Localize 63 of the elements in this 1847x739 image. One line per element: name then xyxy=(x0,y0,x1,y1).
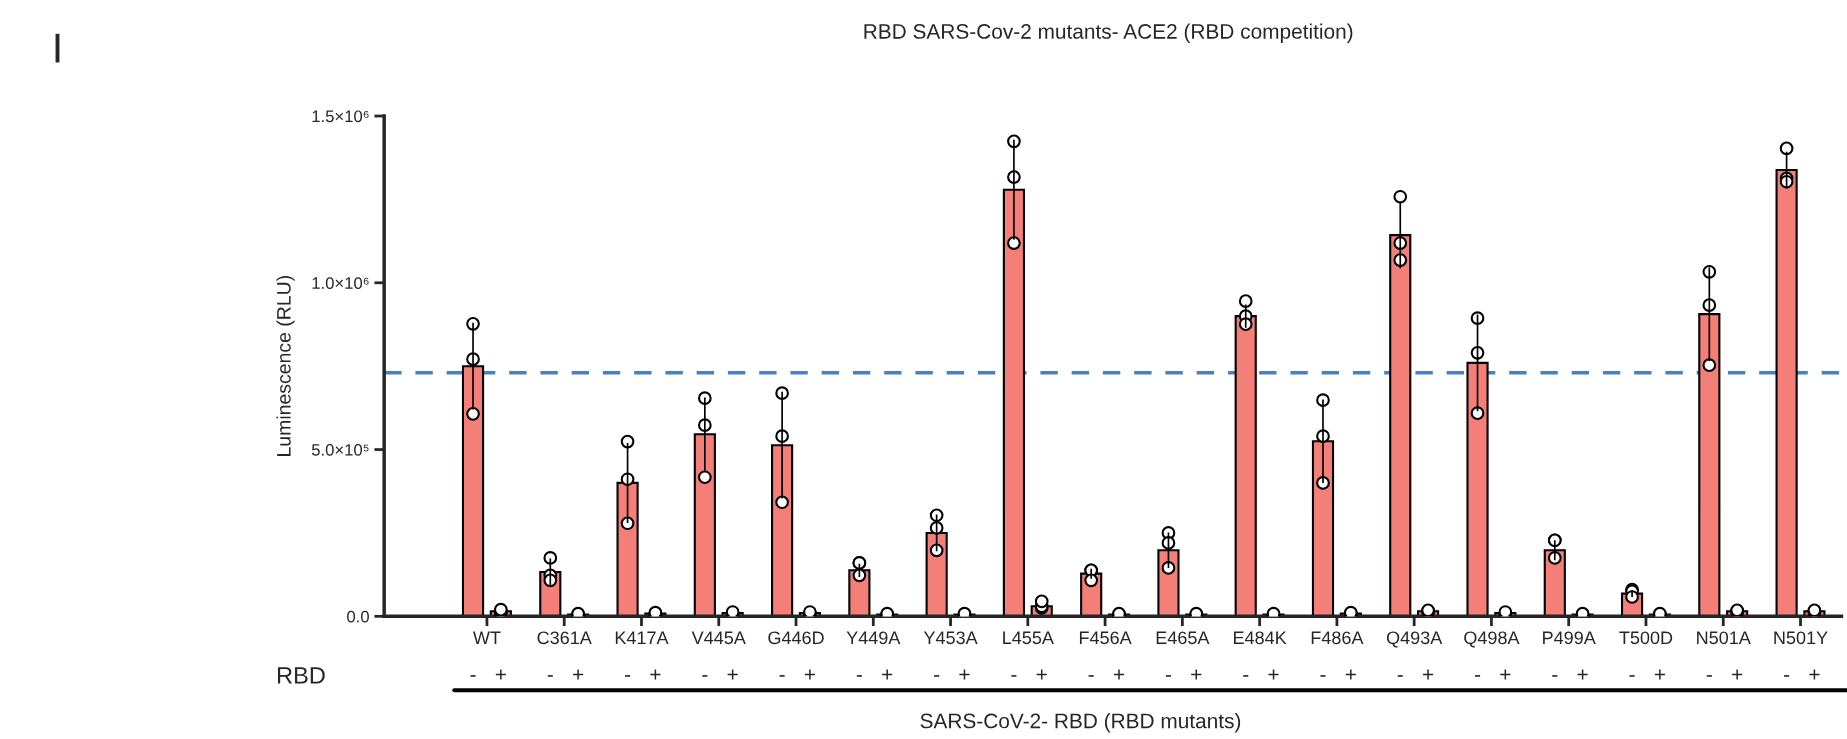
text: - xyxy=(547,675,553,677)
y-tick-label: 5.0×10⁵ xyxy=(311,443,369,456)
x-tick-label: K417A xyxy=(615,631,669,644)
x-tick-label: N501A xyxy=(1697,631,1751,645)
y-tick-label: 1.0×10⁶ xyxy=(312,277,369,289)
y-axis-title: Luminescence (RLU) xyxy=(276,276,295,456)
x-tick-label: Y453A xyxy=(923,631,978,645)
text: + xyxy=(1345,669,1356,680)
text: - xyxy=(779,675,785,677)
x-tick-label: N501Y xyxy=(1774,631,1828,645)
text: - xyxy=(856,675,862,677)
x-tick-label: V445A xyxy=(691,631,746,645)
x-tick-label: G446D xyxy=(768,631,824,645)
text: - xyxy=(1320,675,1326,677)
text: + xyxy=(882,669,893,680)
text: + xyxy=(1268,669,1279,680)
text: + xyxy=(1113,669,1125,680)
text: - xyxy=(1397,675,1403,677)
text: + xyxy=(1577,669,1588,680)
text: + xyxy=(495,669,506,680)
x-axis-title: SARS-CoV-2- RBD (RBD mutants) xyxy=(920,713,1241,733)
chart-title: RBD SARS-Cov-2 mutants- ACE2 (RBD competition) xyxy=(864,23,1353,43)
text: - xyxy=(1011,675,1017,677)
text: + xyxy=(1809,669,1820,680)
text: - xyxy=(1706,675,1712,677)
x-tick-label: P499A xyxy=(1543,631,1596,645)
text: + xyxy=(1732,669,1743,680)
text: - xyxy=(934,675,940,677)
y-tick-label: 1.5×10⁶ xyxy=(312,110,369,123)
text: RBD xyxy=(277,667,325,684)
text: - xyxy=(702,675,708,677)
text: + xyxy=(1500,669,1511,680)
text: - xyxy=(1088,675,1094,677)
x-tick-label: C361A xyxy=(537,631,592,645)
x-tick-label: F486A xyxy=(1311,631,1364,645)
text: - xyxy=(1243,675,1249,677)
x-tick-label: WT xyxy=(472,631,501,644)
text: + xyxy=(727,669,738,680)
x-tick-label: Q493A xyxy=(1386,631,1443,648)
text: I xyxy=(55,33,60,63)
x-tick-label: E484K xyxy=(1234,631,1287,645)
text: - xyxy=(1165,675,1171,677)
x-tick-label: E465A xyxy=(1156,631,1210,645)
x-tick-label: F456A xyxy=(1079,631,1132,645)
text: + xyxy=(1036,669,1047,680)
text: - xyxy=(1629,675,1635,677)
text: + xyxy=(1191,669,1202,680)
text: + xyxy=(573,669,584,680)
x-tick-label: Q498A xyxy=(1464,631,1520,648)
text: - xyxy=(625,675,631,677)
text: + xyxy=(650,669,661,680)
x-tick-label: T500D xyxy=(1619,631,1673,645)
y-tick-label: 0.0 xyxy=(347,610,369,623)
x-tick-label: L455A xyxy=(1003,631,1054,645)
text: + xyxy=(804,669,815,680)
text: - xyxy=(1784,675,1790,677)
text: - xyxy=(1552,675,1558,677)
text: + xyxy=(1423,669,1434,680)
text: - xyxy=(1474,675,1481,677)
text: - xyxy=(470,675,476,677)
text: + xyxy=(959,669,970,680)
text: + xyxy=(1654,669,1665,680)
x-tick-label: Y449A xyxy=(846,631,901,645)
